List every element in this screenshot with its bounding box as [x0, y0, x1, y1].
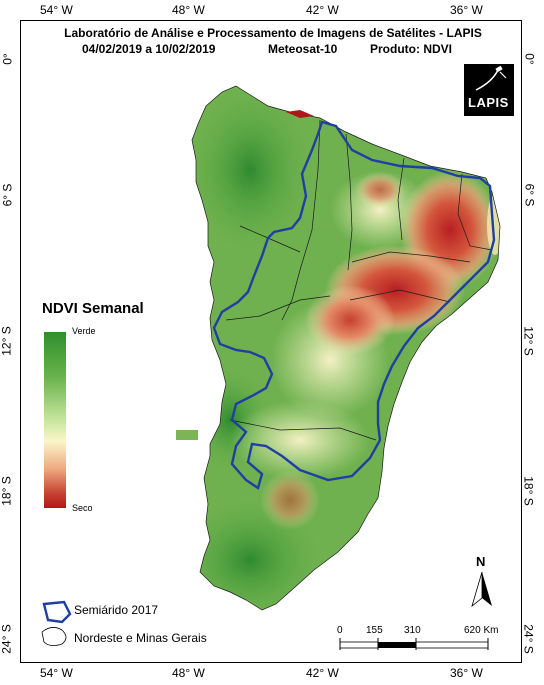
logo-text: LAPIS	[468, 95, 509, 110]
ndvi-raster	[192, 86, 500, 610]
semiarid-legend-symbol	[42, 600, 72, 624]
legend-item-semiarid: Semiárido 2017	[74, 603, 159, 617]
product-label: Produto: NDVI	[370, 42, 452, 56]
region-legend-symbol	[41, 627, 67, 646]
island-patch	[176, 430, 198, 440]
tick-bottom-48w: 48° W	[172, 666, 205, 680]
state-borders	[191, 85, 501, 611]
ndvi-color-ramp	[44, 332, 66, 508]
tick-top-42w: 42° W	[306, 3, 339, 17]
scale-bar	[339, 638, 489, 650]
map-title: Laboratório de Análise e Processamento d…	[64, 26, 482, 40]
satellite-icon	[475, 65, 507, 91]
lapis-logo: LAPIS	[464, 64, 514, 116]
legend-item-region: Nordeste e Minas Gerais	[74, 631, 207, 645]
scale-label-620: 620 Km	[464, 625, 499, 636]
scale-label-0: 0	[337, 625, 343, 636]
ramp-high-label: Verde	[72, 326, 96, 336]
legend-title: NDVI Semanal	[42, 300, 144, 317]
tick-bottom-54w: 54° W	[40, 666, 73, 680]
coastal-patch	[286, 110, 314, 118]
semiarid-boundary	[212, 120, 496, 490]
north-label: N	[476, 554, 486, 569]
period-label: 04/02/2019 a 10/02/2019	[82, 42, 216, 56]
tick-top-54w: 54° W	[40, 3, 73, 17]
scale-label-310: 310	[404, 625, 421, 636]
tick-bottom-36w: 36° W	[450, 666, 483, 680]
tick-bottom-42w: 42° W	[306, 666, 339, 680]
scale-label-155: 155	[366, 625, 383, 636]
tick-top-36w: 36° W	[450, 3, 483, 17]
north-arrow-icon	[471, 571, 492, 608]
map-frame	[20, 20, 522, 663]
satellite-label: Meteosat-10	[268, 42, 338, 56]
ramp-low-label: Seco	[72, 503, 93, 513]
tick-top-48w: 48° W	[172, 3, 205, 17]
